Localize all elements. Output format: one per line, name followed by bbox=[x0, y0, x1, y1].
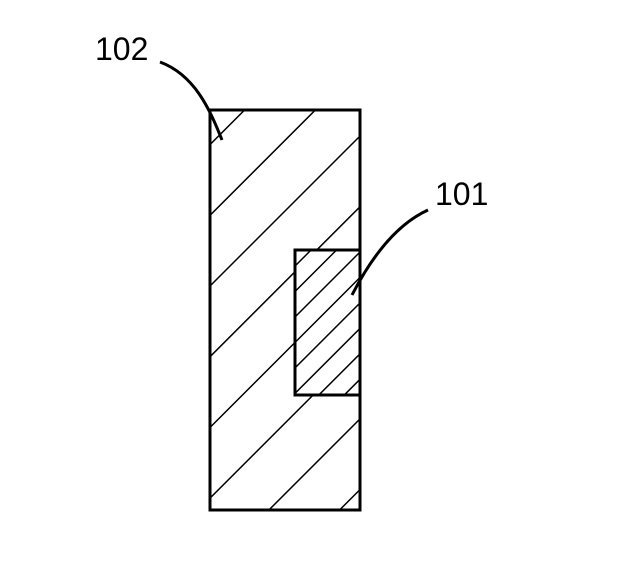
label-101: 101 bbox=[435, 176, 488, 212]
inner-block-hatch-fill bbox=[295, 250, 360, 395]
engineering-diagram: 102 101 bbox=[0, 0, 631, 579]
leader-line-101 bbox=[352, 210, 428, 295]
label-102: 102 bbox=[95, 31, 148, 67]
